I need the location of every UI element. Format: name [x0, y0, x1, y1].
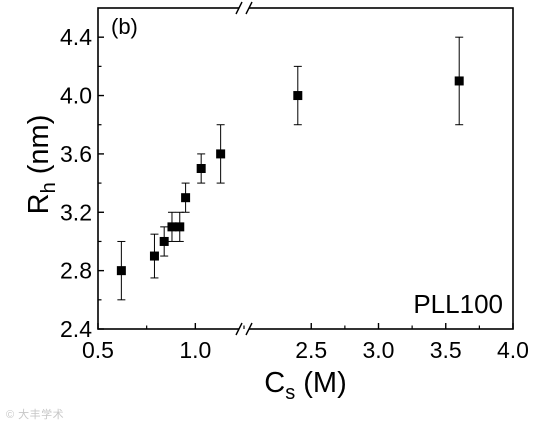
data-marker — [149, 251, 159, 261]
x-tick-label: 3.0 — [363, 337, 395, 363]
data-point — [454, 36, 464, 126]
y-tick-label: 2.8 — [60, 258, 92, 284]
axis-break-mark-bottom — [245, 322, 253, 336]
x-axis-label: Cs (M) — [264, 367, 346, 404]
data-marker — [454, 76, 464, 86]
data-point — [175, 211, 185, 242]
data-point — [159, 226, 169, 257]
plot-frame — [97, 7, 514, 330]
y-axis-label: Rh (nm) — [23, 115, 60, 215]
data-point — [216, 124, 226, 184]
data-point — [149, 233, 159, 279]
axis-labels: (b) PLL100 Cs (M) Rh (nm) — [23, 14, 503, 404]
y-tick-label: 3.2 — [60, 199, 92, 225]
x-tick-label: 2.5 — [295, 337, 327, 363]
data-marker — [159, 236, 169, 246]
y-tick-label: 2.4 — [60, 316, 92, 342]
x-tick-label: 0.5 — [82, 337, 114, 363]
data-marker — [167, 222, 177, 232]
data-marker — [196, 164, 206, 173]
y-tick-label: 4.0 — [60, 83, 92, 109]
x-tick-label: 1.0 — [179, 337, 211, 363]
panel-label: (b) — [111, 14, 138, 39]
x-tick-label: 4.0 — [497, 337, 529, 363]
data-point — [116, 240, 126, 301]
axis-break-mark-top — [235, 1, 243, 15]
axis-break-gap-top — [239, 5, 249, 11]
data-point — [181, 182, 191, 213]
data-point — [293, 65, 303, 126]
y-tick-label: 4.4 — [60, 24, 92, 50]
axis-break-mark-bottom — [235, 322, 243, 336]
data-points — [116, 36, 464, 301]
data-point — [196, 153, 206, 184]
data-marker — [293, 91, 303, 101]
x-tick-label: 3.5 — [430, 337, 462, 363]
axis-ticks: 2.4 2.8 3.2 3.6 4.0 4.4 0.5 1.0 2.5 3.0 3.5 4.0 — [60, 24, 529, 363]
data-marker — [175, 222, 185, 232]
axis-break-mark-top — [245, 1, 253, 15]
annotation-label: PLL100 — [413, 289, 503, 319]
data-marker — [181, 193, 191, 203]
y-tick-label: 3.6 — [60, 141, 92, 167]
watermark: © 大丰学术 — [6, 409, 65, 421]
axes-frame — [97, 1, 514, 336]
data-point — [167, 211, 177, 242]
data-marker — [216, 149, 226, 159]
data-marker — [116, 266, 126, 276]
